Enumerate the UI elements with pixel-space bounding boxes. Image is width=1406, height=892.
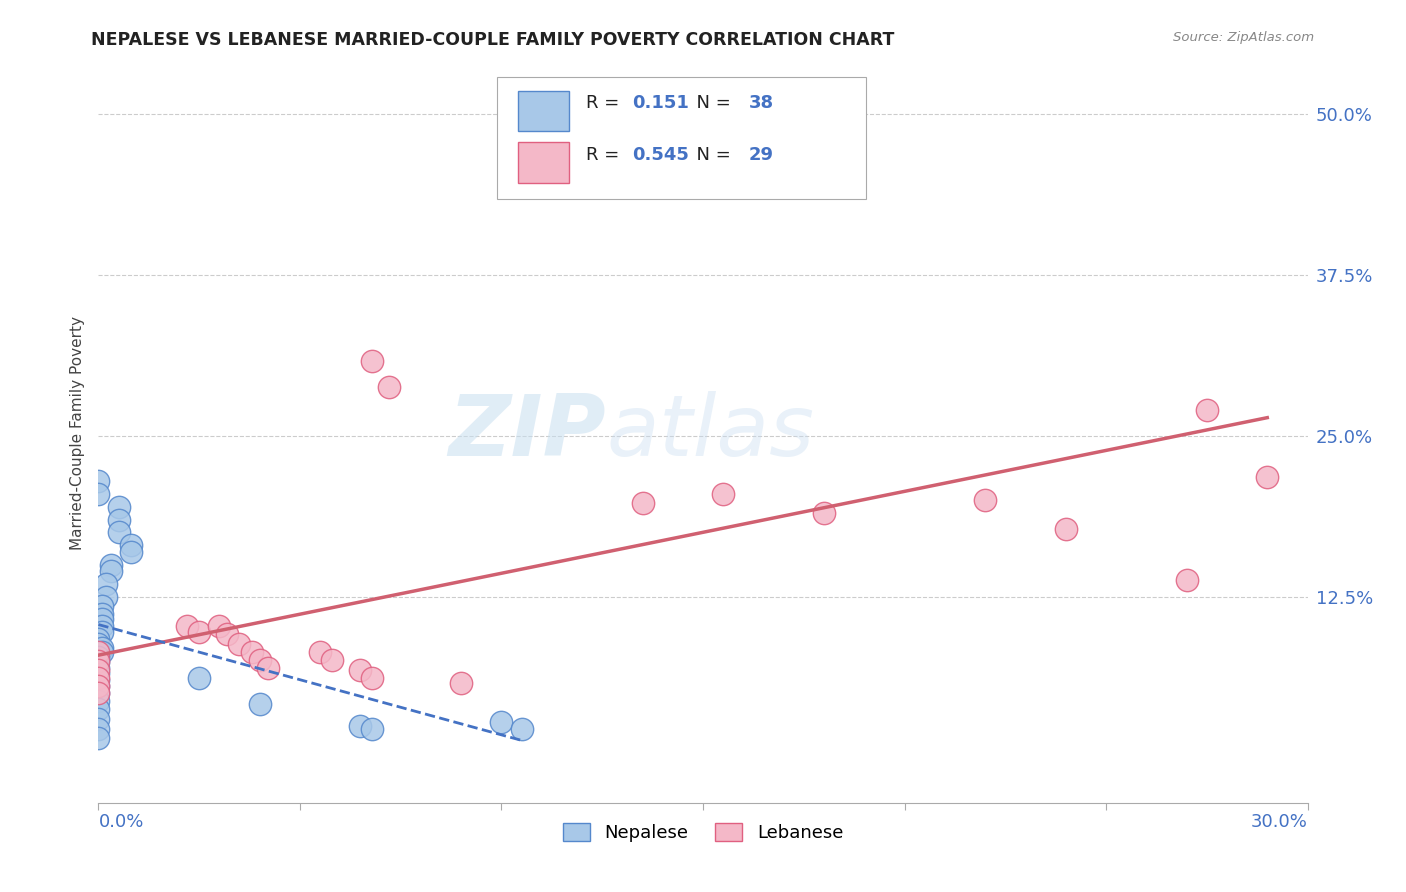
Point: [188, 671, 211, 685]
Text: atlas: atlas: [606, 391, 814, 475]
Point: [91, 624, 114, 639]
FancyBboxPatch shape: [498, 78, 866, 200]
Point: [87, 654, 110, 668]
Text: R =: R =: [586, 146, 624, 164]
Point: [240, 645, 263, 659]
Text: Source: ZipAtlas.com: Source: ZipAtlas.com: [1174, 31, 1315, 45]
Point: [87, 637, 110, 651]
Point: [91, 599, 114, 613]
Point: [91, 619, 114, 633]
Point: [87, 663, 110, 677]
Point: [813, 506, 835, 520]
Text: 0.151: 0.151: [631, 95, 689, 112]
Point: [107, 500, 129, 514]
Point: [87, 679, 110, 693]
Point: [631, 496, 654, 510]
Point: [87, 645, 110, 659]
Point: [87, 656, 110, 670]
Point: [100, 558, 122, 572]
Point: [249, 697, 271, 711]
Point: [188, 624, 211, 639]
Point: [256, 660, 278, 674]
Point: [87, 660, 110, 674]
Text: ZIP: ZIP: [449, 391, 606, 475]
Point: [228, 637, 250, 651]
Point: [107, 512, 129, 526]
Point: [87, 712, 110, 726]
Point: [87, 694, 110, 708]
Point: [120, 545, 142, 559]
Point: [217, 627, 239, 641]
Text: 29: 29: [749, 146, 773, 164]
Point: [87, 702, 110, 716]
FancyBboxPatch shape: [517, 91, 569, 131]
Point: [87, 686, 110, 700]
Text: NEPALESE VS LEBANESE MARRIED-COUPLE FAMILY POVERTY CORRELATION CHART: NEPALESE VS LEBANESE MARRIED-COUPLE FAMI…: [91, 31, 894, 49]
Y-axis label: Married-Couple Family Poverty: Married-Couple Family Poverty: [69, 316, 84, 549]
FancyBboxPatch shape: [517, 143, 569, 183]
Point: [120, 538, 142, 552]
Point: [96, 577, 118, 591]
Point: [208, 619, 231, 633]
Point: [176, 619, 198, 633]
Point: [87, 474, 110, 488]
Point: [1054, 522, 1077, 536]
Point: [361, 354, 384, 368]
Point: [87, 671, 110, 685]
Point: [87, 679, 110, 693]
Point: [87, 723, 110, 737]
Point: [100, 564, 122, 578]
Point: [87, 632, 110, 647]
Point: [249, 653, 271, 667]
Point: [87, 650, 110, 665]
Text: 38: 38: [749, 95, 775, 112]
Point: [321, 653, 343, 667]
Point: [87, 731, 110, 746]
Point: [361, 723, 384, 737]
Point: [361, 671, 384, 685]
Point: [309, 645, 332, 659]
Text: 30.0%: 30.0%: [1251, 814, 1308, 831]
Point: [377, 380, 399, 394]
Point: [832, 165, 855, 179]
Point: [87, 673, 110, 688]
Point: [91, 607, 114, 621]
Point: [349, 718, 371, 732]
Point: [91, 641, 114, 656]
Point: [91, 612, 114, 626]
Text: 0.545: 0.545: [631, 146, 689, 164]
Point: [87, 487, 110, 501]
Point: [87, 665, 110, 680]
Point: [1256, 470, 1278, 484]
Point: [510, 723, 533, 737]
Point: [1175, 573, 1198, 587]
Text: N =: N =: [685, 95, 737, 112]
Text: R =: R =: [586, 95, 624, 112]
Point: [450, 676, 472, 690]
Point: [91, 645, 114, 659]
Point: [974, 493, 997, 508]
Point: [491, 714, 513, 729]
Point: [87, 686, 110, 700]
Point: [107, 525, 129, 540]
Point: [96, 590, 118, 604]
Point: [1195, 403, 1218, 417]
Point: [711, 487, 734, 501]
Text: 0.0%: 0.0%: [98, 814, 143, 831]
Text: N =: N =: [685, 146, 737, 164]
Point: [349, 663, 371, 677]
Legend: Nepalese, Lebanese: Nepalese, Lebanese: [555, 815, 851, 849]
